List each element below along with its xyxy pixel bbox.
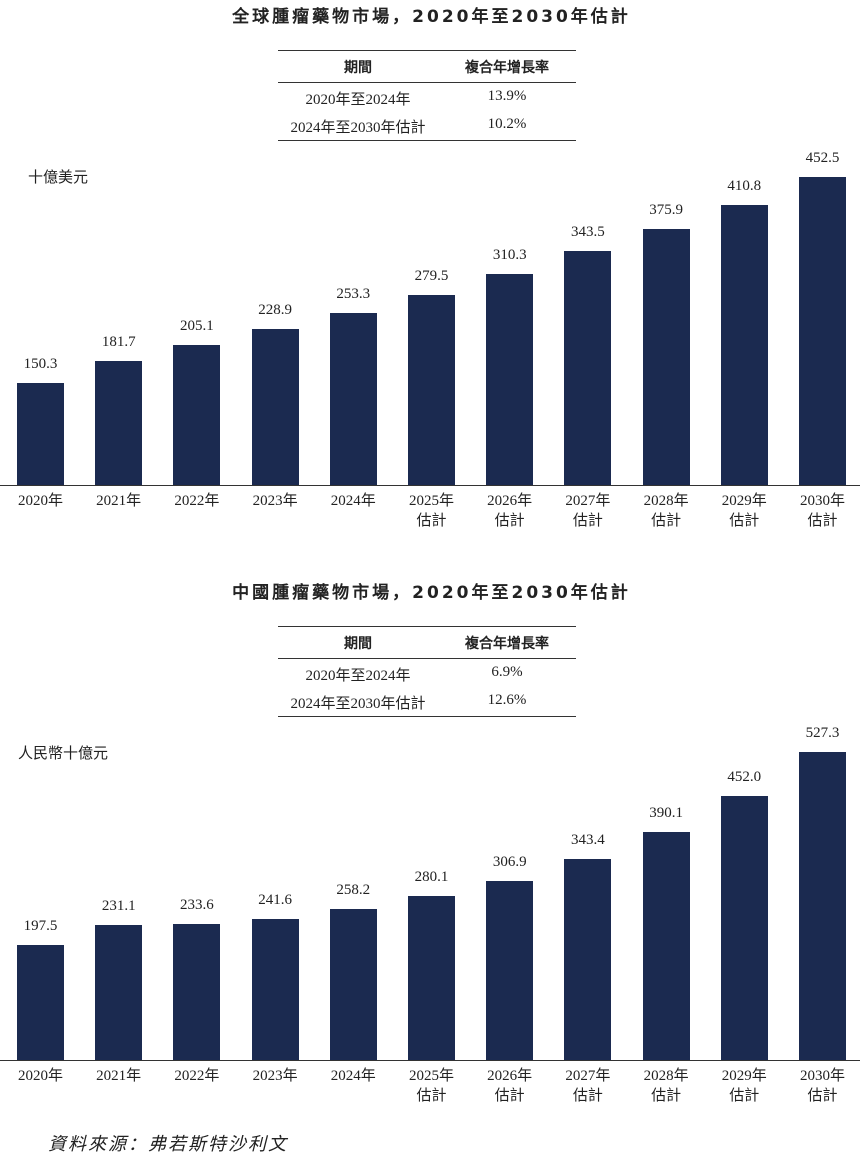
bar [95, 361, 143, 485]
bar [17, 382, 64, 485]
value-label: 452.0 [727, 768, 762, 785]
x-tick-label: 2022年 [174, 1068, 220, 1084]
bar [95, 925, 143, 1060]
bar [564, 251, 612, 485]
table-cell: 2024年至2030年估計 [290, 120, 426, 136]
bar [173, 923, 221, 1060]
value-label: 527.3 [805, 725, 840, 741]
table-cell: 2020年至2024年 [305, 92, 411, 108]
table-header: 期間 [344, 636, 372, 652]
value-label: 228.9 [258, 302, 292, 319]
value-label: 343.4 [571, 832, 605, 849]
x-tick-label: 2026年 估計 [487, 1068, 533, 1104]
table-rule [278, 140, 576, 141]
x-tick-label: 2027年 估計 [565, 1068, 611, 1104]
x-axis-line [0, 1060, 860, 1061]
value-label: 205.1 [180, 318, 214, 335]
value-label: 150.3 [23, 355, 58, 372]
table-rule [278, 626, 576, 627]
value-label: 181.7 [101, 334, 136, 351]
table-cell: 13.9% [487, 88, 527, 104]
bar [486, 880, 534, 1060]
table-rule [278, 82, 576, 83]
x-tick-label: 2020年 [17, 493, 63, 509]
value-label: 253.3 [336, 285, 371, 302]
x-tick-label: 2021年 [96, 1068, 142, 1084]
table-rule [278, 50, 576, 51]
table-cell: 10.2% [487, 116, 527, 132]
value-label: 390.1 [649, 805, 683, 822]
bar [486, 273, 534, 485]
bar [251, 329, 299, 485]
bar [17, 944, 64, 1060]
bar [329, 909, 377, 1060]
value-label: 241.6 [258, 891, 292, 908]
table-rule [278, 716, 576, 717]
source-note: 資料來源：弗若斯特沙利文 [48, 1134, 288, 1154]
x-tick-label: 2022年 [174, 493, 220, 509]
bar [329, 312, 377, 485]
bar [720, 205, 768, 485]
bar [799, 752, 846, 1060]
value-label: 306.9 [492, 853, 527, 870]
value-label: 343.5 [571, 224, 605, 241]
x-tick-label: 2024年 [330, 1068, 376, 1084]
chart-title: 中國腫瘤藥物市場，2020年至2030年估計 [232, 583, 631, 603]
x-tick-label: 2026年 估計 [487, 493, 533, 529]
table-header: 複合年增長率 [465, 636, 549, 652]
bar [408, 896, 455, 1060]
value-label: 258.2 [336, 882, 371, 899]
value-label: 279.5 [414, 267, 449, 284]
x-tick-label: 2029年 估計 [721, 493, 767, 529]
value-label: 375.9 [649, 202, 683, 219]
x-tick-label: 2025年 估計 [408, 1068, 454, 1104]
bar [564, 859, 612, 1060]
table-cell: 6.9% [491, 664, 523, 680]
table-cell: 2024年至2030年估計 [290, 696, 426, 712]
table-header: 期間 [344, 60, 372, 76]
value-label: 452.5 [805, 150, 840, 166]
table-cell: 2020年至2024年 [305, 668, 411, 684]
x-tick-label: 2027年 估計 [565, 493, 611, 529]
x-tick-label: 2021年 [96, 493, 142, 509]
x-axis-line [0, 485, 860, 486]
table-cell: 12.6% [487, 692, 527, 708]
value-label: 197.5 [23, 917, 58, 934]
x-tick-label: 2028年 估計 [643, 1068, 689, 1104]
x-tick-label: 2023年 [252, 493, 298, 509]
x-tick-label: 2024年 [330, 493, 376, 509]
y-axis-label: 十億美元 [28, 170, 89, 186]
x-tick-label: 2029年 估計 [721, 1068, 767, 1104]
x-tick-label: 2030年 估計 [799, 1068, 845, 1104]
value-label: 233.6 [180, 896, 214, 913]
bar [642, 229, 690, 485]
y-axis-label: 人民幣十億元 [18, 746, 109, 762]
bar [408, 294, 455, 485]
table-rule [278, 658, 576, 659]
value-label: 231.1 [101, 898, 136, 914]
x-tick-label: 2020年 [17, 1068, 63, 1084]
bar [799, 177, 846, 485]
bar [642, 832, 690, 1060]
x-tick-label: 2030年 估計 [799, 493, 845, 529]
x-tick-label: 2023年 [252, 1068, 298, 1084]
bar [251, 918, 299, 1060]
chart-title: 全球腫瘤藥物市場，2020年至2030年估計 [232, 7, 631, 27]
value-label: 310.3 [492, 246, 527, 263]
x-tick-label: 2028年 估計 [643, 493, 689, 529]
value-label: 410.8 [727, 178, 762, 195]
bar [173, 345, 221, 485]
table-header: 複合年增長率 [465, 60, 549, 76]
value-label: 280.1 [414, 869, 449, 886]
x-tick-label: 2025年 估計 [408, 493, 454, 529]
bar [720, 795, 768, 1060]
